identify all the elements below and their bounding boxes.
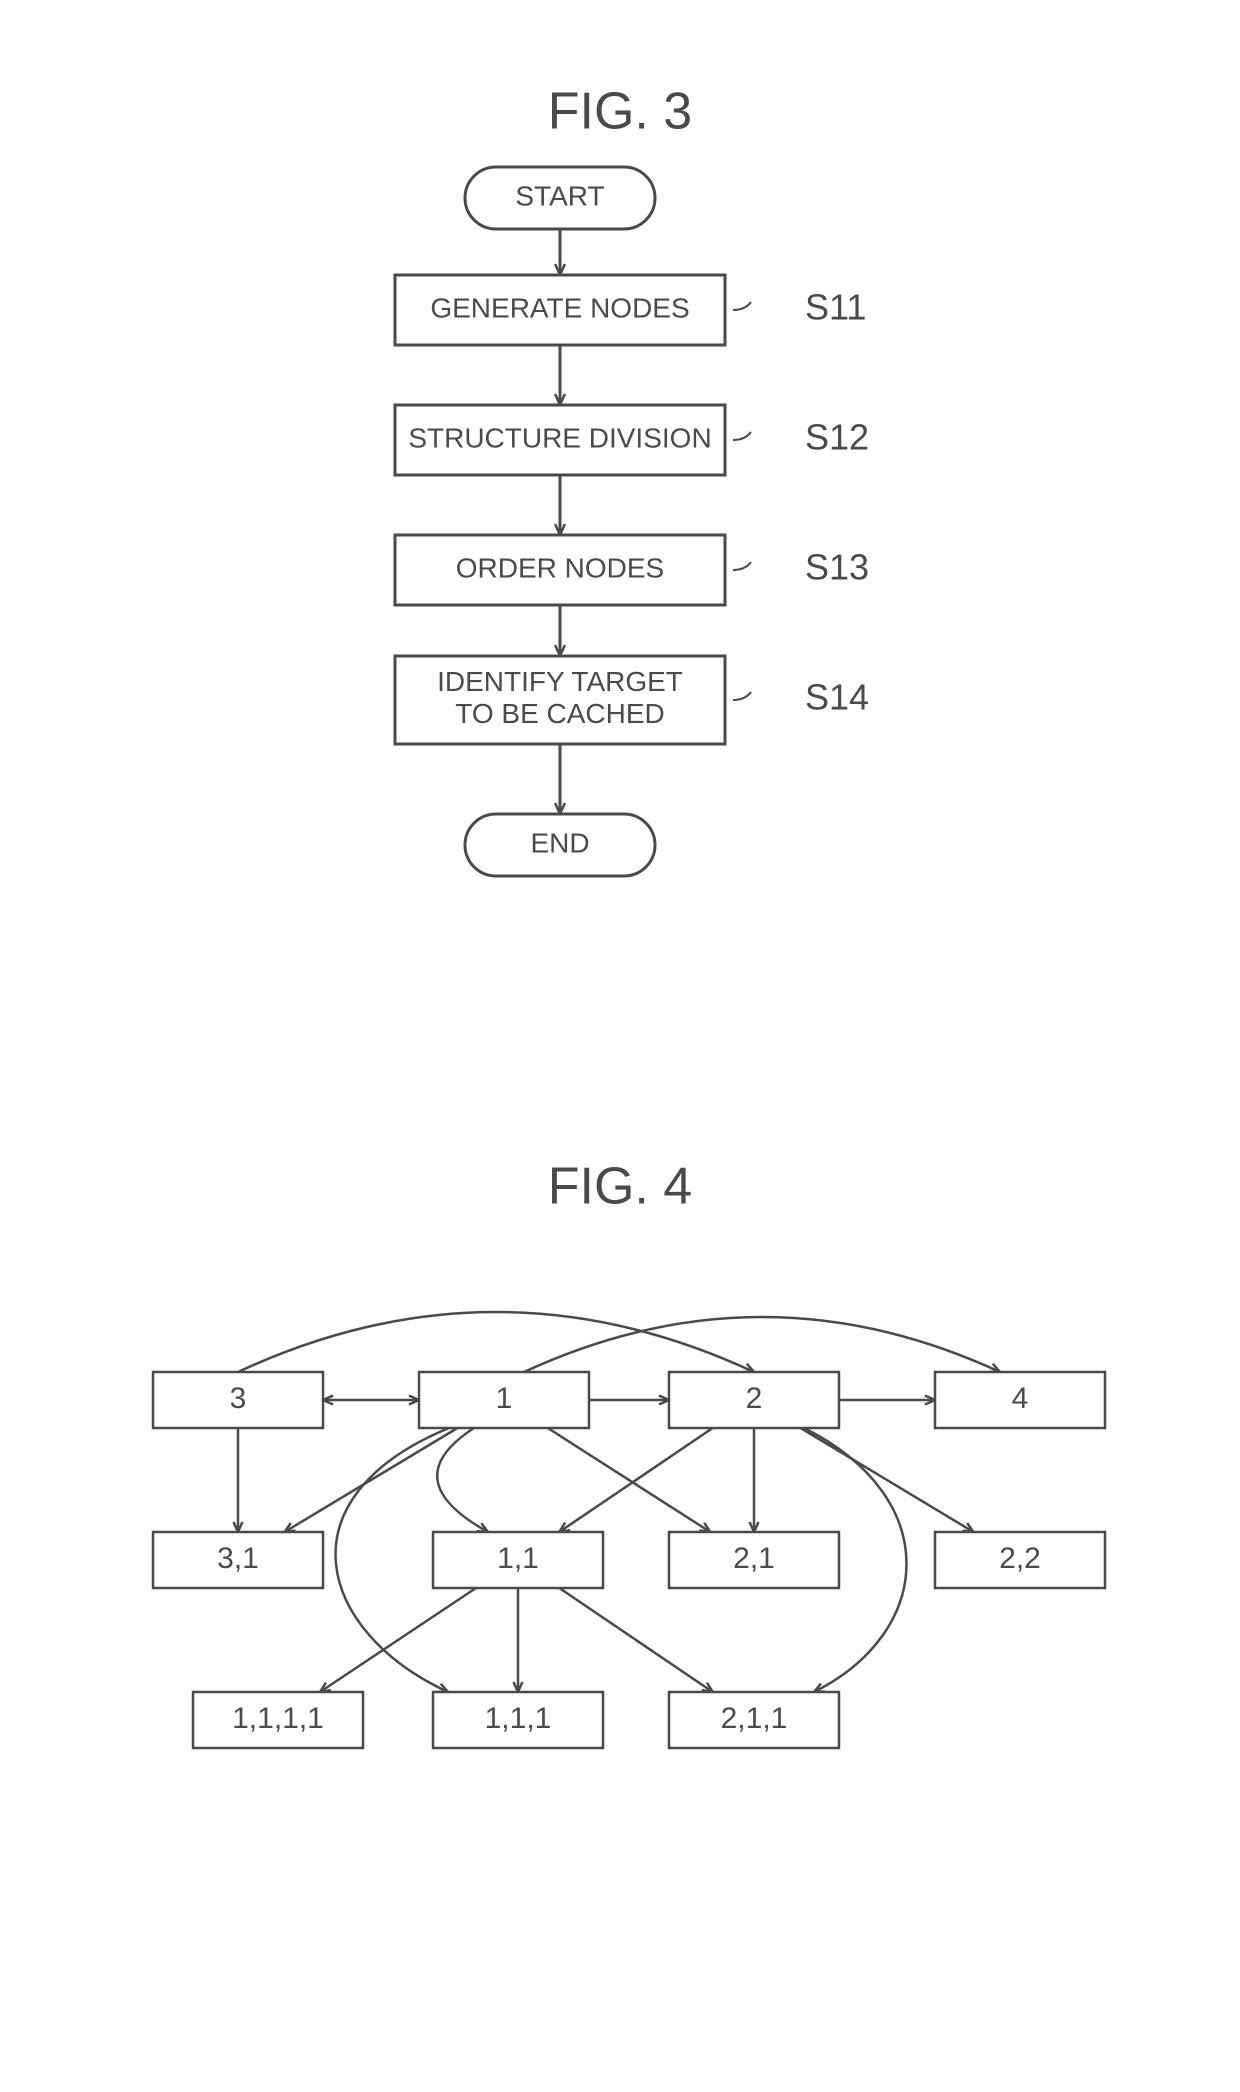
svg-text:2,1,1: 2,1,1 (721, 1702, 788, 1735)
svg-text:1,1,1: 1,1,1 (485, 1702, 552, 1735)
svg-text:S11: S11 (805, 287, 866, 328)
svg-text:STRUCTURE DIVISION: STRUCTURE DIVISION (408, 422, 711, 453)
svg-text:GENERATE NODES: GENERATE NODES (430, 292, 689, 323)
svg-text:4: 4 (1012, 1382, 1029, 1415)
svg-text:END: END (530, 827, 589, 858)
svg-text:S14: S14 (805, 677, 869, 718)
svg-text:2,1: 2,1 (733, 1542, 775, 1575)
svg-text:FIG. 3: FIG. 3 (548, 83, 692, 141)
svg-text:1: 1 (496, 1382, 513, 1415)
svg-text:1,1,1,1: 1,1,1,1 (232, 1702, 324, 1735)
svg-text:IDENTIFY TARGETTO BE CACHED: IDENTIFY TARGETTO BE CACHED (437, 666, 683, 729)
svg-text:3,1: 3,1 (217, 1542, 259, 1575)
svg-text:2,2: 2,2 (999, 1542, 1041, 1575)
svg-text:FIG. 4: FIG. 4 (548, 1158, 692, 1216)
svg-text:3: 3 (230, 1382, 247, 1415)
svg-text:2: 2 (746, 1382, 763, 1415)
svg-text:S12: S12 (805, 417, 869, 458)
svg-text:ORDER NODES: ORDER NODES (456, 552, 664, 583)
svg-text:1,1: 1,1 (497, 1542, 539, 1575)
svg-text:S13: S13 (805, 547, 869, 588)
svg-text:START: START (515, 180, 604, 211)
diagram-canvas: FIG. 3 START GENERATE NODES S11 STRUCTURE DI… (0, 0, 1240, 2092)
